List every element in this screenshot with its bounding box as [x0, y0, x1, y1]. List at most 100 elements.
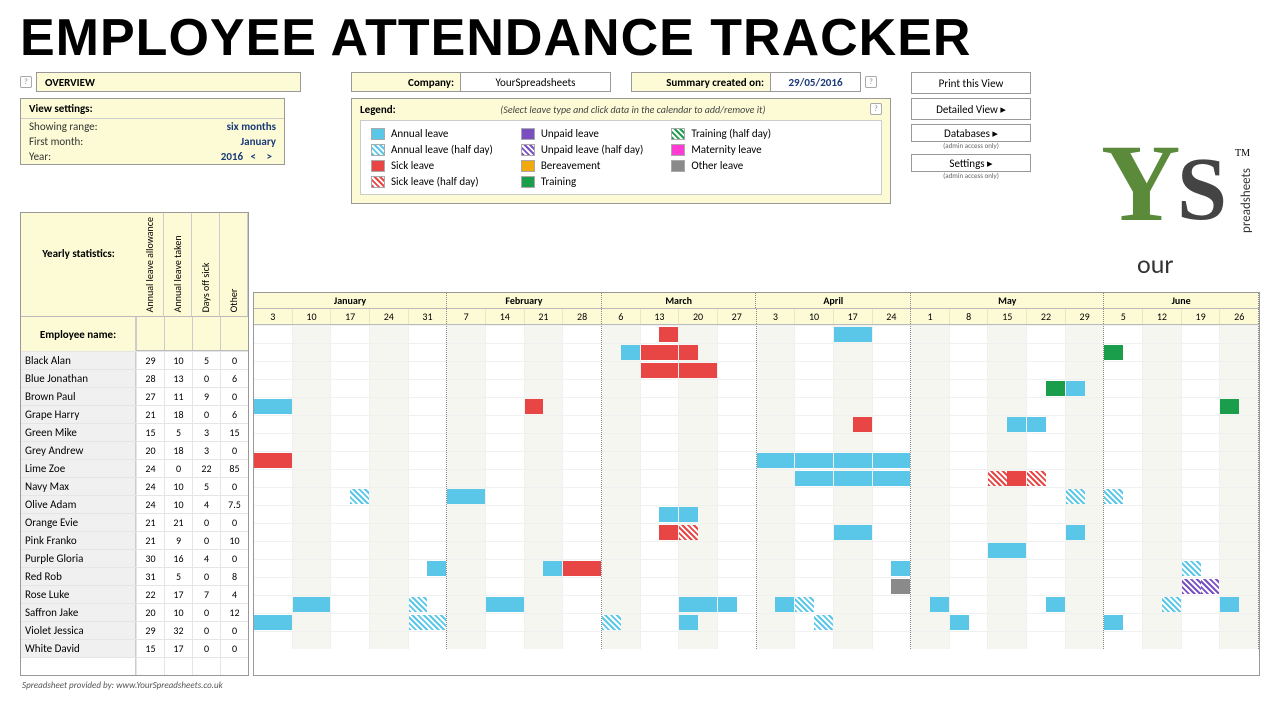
calendar-cell[interactable]: [718, 416, 757, 433]
calendar-cell[interactable]: [873, 434, 912, 451]
calendar-cell[interactable]: [563, 452, 602, 469]
calendar-cell[interactable]: [331, 542, 370, 559]
calendar-cell[interactable]: [1143, 614, 1182, 631]
calendar-cell[interactable]: [1182, 488, 1221, 505]
calendar-cell[interactable]: [757, 524, 796, 541]
calendar-cell[interactable]: [331, 488, 370, 505]
calendar-cell[interactable]: [988, 614, 1027, 631]
calendar-cell[interactable]: [1182, 380, 1221, 397]
calendar-cell[interactable]: [293, 398, 332, 415]
calendar-cell[interactable]: [641, 452, 680, 469]
calendar-cell[interactable]: [795, 596, 834, 613]
calendar-cell[interactable]: [911, 344, 950, 361]
calendar-cell[interactable]: [795, 326, 834, 343]
calendar-cell[interactable]: [563, 380, 602, 397]
calendar-cell[interactable]: [1066, 542, 1105, 559]
calendar-cell[interactable]: [293, 416, 332, 433]
calendar-cell[interactable]: [370, 452, 409, 469]
calendar-cell[interactable]: [293, 452, 332, 469]
calendar-cell[interactable]: [873, 416, 912, 433]
leave-mark[interactable]: [679, 507, 698, 522]
calendar-cell[interactable]: [1143, 560, 1182, 577]
leave-mark[interactable]: [930, 597, 949, 612]
calendar-cell[interactable]: [1220, 416, 1259, 433]
calendar-cell[interactable]: [409, 452, 448, 469]
calendar-cell[interactable]: [370, 524, 409, 541]
legend-item[interactable]: Maternity leave: [671, 143, 771, 156]
year-nav[interactable]: < >: [251, 150, 276, 163]
calendar-cell[interactable]: [447, 470, 486, 487]
calendar-cell[interactable]: [331, 524, 370, 541]
calendar-cell[interactable]: [602, 452, 641, 469]
legend-item[interactable]: Training (half day): [671, 127, 771, 140]
calendar-cell[interactable]: [1104, 524, 1143, 541]
calendar-cell[interactable]: [447, 488, 486, 505]
calendar-cell[interactable]: [525, 542, 564, 559]
calendar-cell[interactable]: [950, 578, 989, 595]
calendar-row[interactable]: [254, 415, 1259, 433]
calendar-cell[interactable]: [1143, 506, 1182, 523]
calendar-cell[interactable]: [795, 470, 834, 487]
leave-mark[interactable]: [834, 327, 872, 342]
leave-mark[interactable]: [757, 453, 795, 468]
calendar-cell[interactable]: [1220, 560, 1259, 577]
calendar-cell[interactable]: [795, 434, 834, 451]
calendar-cell[interactable]: [486, 434, 525, 451]
calendar-cell[interactable]: [602, 362, 641, 379]
calendar-cell[interactable]: [757, 596, 796, 613]
calendar-cell[interactable]: [795, 542, 834, 559]
leave-mark[interactable]: [254, 453, 292, 468]
calendar-cell[interactable]: [370, 344, 409, 361]
calendar-cell[interactable]: [331, 344, 370, 361]
leave-mark[interactable]: [814, 615, 833, 630]
calendar-cell[interactable]: [254, 434, 293, 451]
calendar-cell[interactable]: [795, 560, 834, 577]
calendar-cell[interactable]: [834, 488, 873, 505]
calendar-cell[interactable]: [757, 452, 796, 469]
calendar-cell[interactable]: [1143, 362, 1182, 379]
calendar-cell[interactable]: [370, 506, 409, 523]
calendar-cell[interactable]: [486, 578, 525, 595]
calendar-cell[interactable]: [331, 614, 370, 631]
calendar-cell[interactable]: [447, 362, 486, 379]
calendar-cell[interactable]: [254, 596, 293, 613]
calendar-cell[interactable]: [293, 470, 332, 487]
calendar-cell[interactable]: [950, 344, 989, 361]
calendar-cell[interactable]: [254, 578, 293, 595]
calendar-cell[interactable]: [293, 506, 332, 523]
leave-mark[interactable]: [409, 615, 447, 630]
calendar-cell[interactable]: [447, 416, 486, 433]
calendar-cell[interactable]: [718, 380, 757, 397]
calendar-cell[interactable]: [563, 434, 602, 451]
calendar-cell[interactable]: [486, 488, 525, 505]
calendar-cell[interactable]: [950, 362, 989, 379]
calendar-cell[interactable]: [1066, 470, 1105, 487]
calendar-cell[interactable]: [254, 488, 293, 505]
calendar-cell[interactable]: [911, 596, 950, 613]
calendar-cell[interactable]: [1182, 362, 1221, 379]
calendar-cell[interactable]: [293, 596, 332, 613]
calendar-cell[interactable]: [988, 578, 1027, 595]
calendar-cell[interactable]: [1066, 380, 1105, 397]
calendar-cell[interactable]: [1104, 506, 1143, 523]
calendar-cell[interactable]: [602, 596, 641, 613]
leave-mark[interactable]: [1220, 597, 1239, 612]
calendar-cell[interactable]: [795, 452, 834, 469]
calendar-cell[interactable]: [254, 560, 293, 577]
calendar-cell[interactable]: [1066, 362, 1105, 379]
calendar-row[interactable]: [254, 451, 1259, 469]
year-value[interactable]: 2016: [221, 150, 243, 163]
calendar-cell[interactable]: [834, 470, 873, 487]
range-value[interactable]: six months: [227, 120, 276, 133]
calendar-cell[interactable]: [447, 326, 486, 343]
calendar-cell[interactable]: [718, 524, 757, 541]
calendar-cell[interactable]: [1182, 596, 1221, 613]
calendar-cell[interactable]: [911, 560, 950, 577]
leave-mark[interactable]: [525, 399, 544, 414]
calendar-cell[interactable]: [757, 506, 796, 523]
calendar-cell[interactable]: [1027, 560, 1066, 577]
calendar-cell[interactable]: [950, 488, 989, 505]
calendar-cell[interactable]: [525, 434, 564, 451]
calendar-cell[interactable]: [834, 524, 873, 541]
calendar-cell[interactable]: [988, 434, 1027, 451]
